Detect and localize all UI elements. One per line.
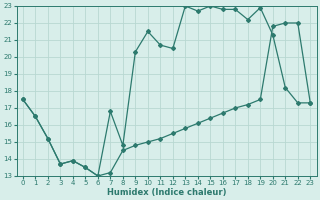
X-axis label: Humidex (Indice chaleur): Humidex (Indice chaleur) bbox=[107, 188, 226, 197]
